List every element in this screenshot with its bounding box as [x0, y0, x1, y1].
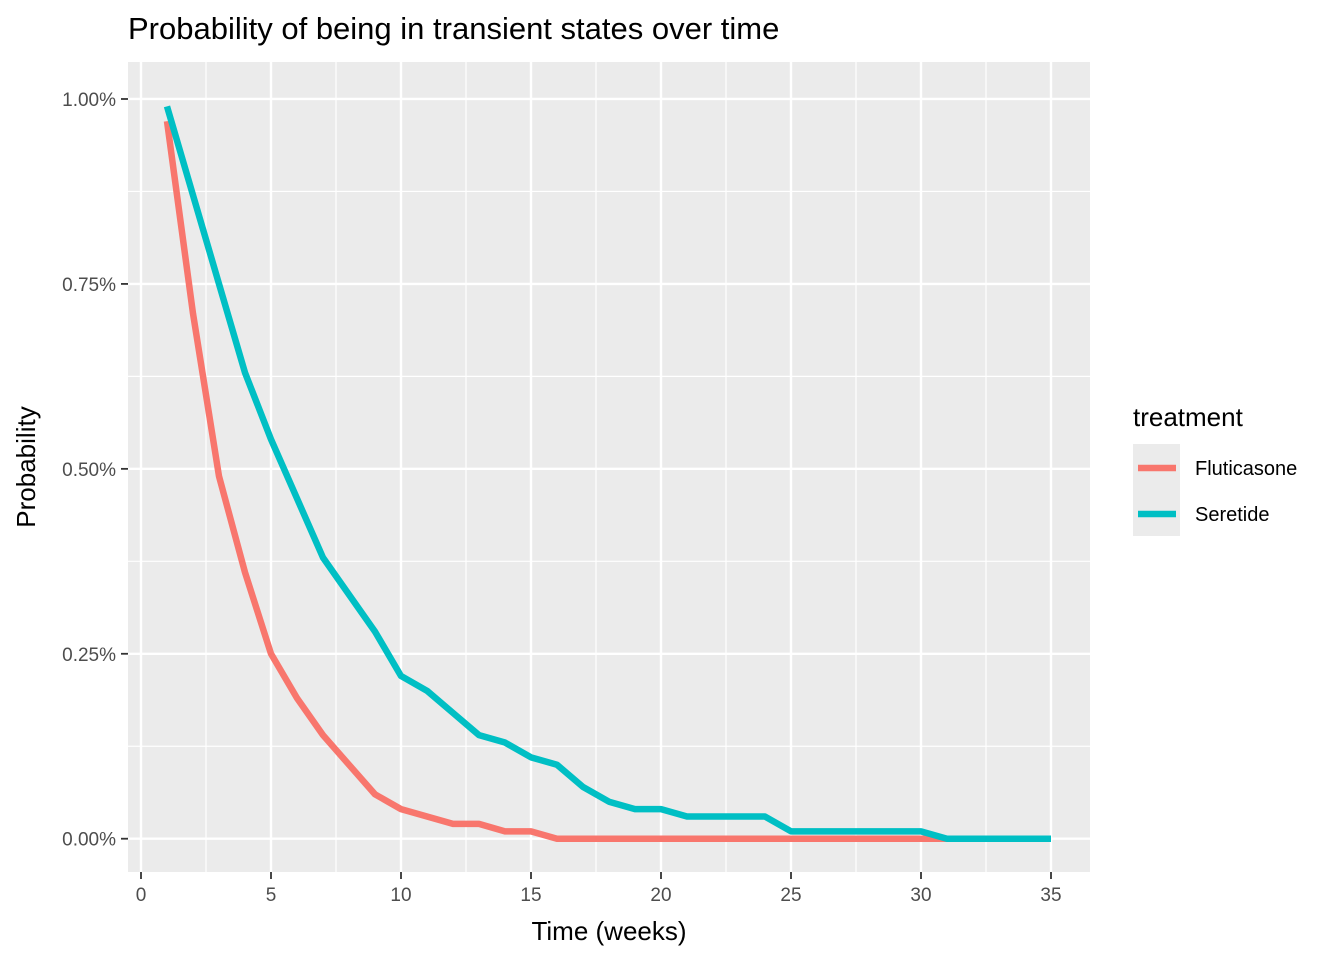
series-line-seretide	[163, 105, 1051, 842]
y-axis-title: Probability	[11, 406, 41, 527]
series-line-fluticasone	[163, 120, 1051, 842]
x-tick-label: 0	[136, 885, 147, 906]
legend-label-fluticasone: Fluticasone	[1195, 458, 1297, 480]
legend-key-background	[1133, 444, 1180, 536]
x-tick-label: 20	[650, 885, 671, 906]
legend-items: Fluticasone Seretide	[1138, 458, 1297, 526]
major-grid	[128, 62, 1090, 872]
series-lines	[163, 105, 1051, 842]
x-tick-label: 35	[1040, 885, 1061, 906]
y-tick-label: 0.50%	[62, 460, 116, 481]
legend-label-seretide: Seretide	[1195, 504, 1270, 526]
y-tick-label: 0.25%	[62, 645, 116, 666]
x-tick-label: 15	[520, 885, 541, 906]
y-tick-label: 1.00%	[62, 90, 116, 111]
x-tick-label: 10	[390, 885, 411, 906]
y-axis: 0.00% 0.25% 0.50% 0.75% 1.00%	[62, 90, 128, 851]
legend-title: treatment	[1133, 402, 1244, 432]
x-tick-label: 30	[910, 885, 931, 906]
plot-panel	[128, 62, 1090, 872]
x-tick-label: 25	[780, 885, 801, 906]
legend: treatment Fluticasone Seretide	[1133, 402, 1297, 536]
x-tick-label: 5	[266, 885, 277, 906]
chart-title: Probability of being in transient states…	[128, 11, 779, 46]
x-axis-title: Time (weeks)	[531, 916, 686, 946]
minor-grid	[128, 62, 1090, 872]
y-tick-label: 0.75%	[62, 275, 116, 296]
x-axis: 0 5 10 15 20 25 30 35	[136, 872, 1062, 906]
y-tick-label: 0.00%	[62, 830, 116, 851]
